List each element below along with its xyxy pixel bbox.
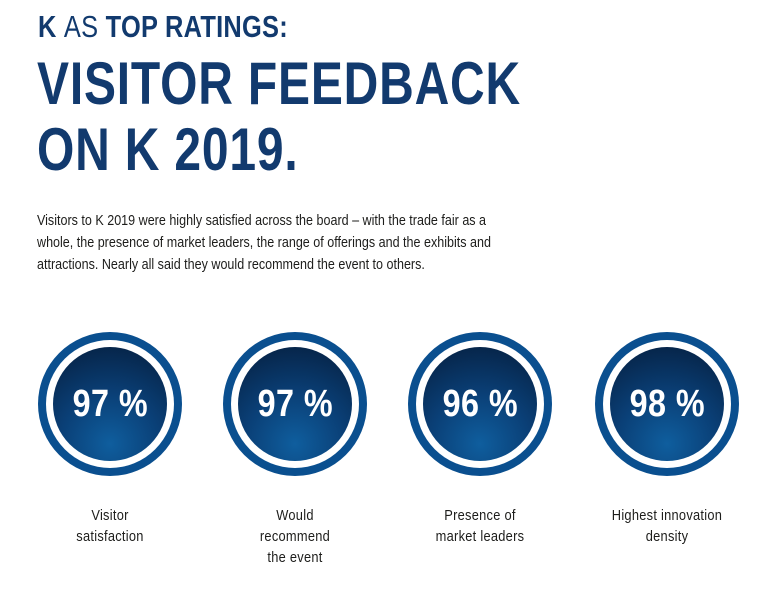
- intro-line-1: Visitors to K 2019 were highly satisfied…: [37, 213, 487, 229]
- stat-label-line: the event: [267, 550, 323, 566]
- kicker-bold-top-ratings: TOP RATINGS:: [105, 9, 288, 44]
- stat-value: 98 %: [629, 382, 705, 425]
- stat-ring: 97 %: [38, 332, 182, 476]
- headline-line-2: ON K 2019.: [37, 116, 299, 183]
- stat-disc: 97 %: [53, 347, 167, 461]
- kicker-title: K AS TOP RATINGS:: [38, 10, 288, 44]
- intro-line-3: attractions. Nearly all said they would …: [37, 257, 425, 273]
- intro-line-2: whole, the presence of market leaders, t…: [37, 235, 491, 251]
- kicker-light-as: AS: [63, 9, 99, 44]
- stat-label-line: Would: [276, 508, 314, 524]
- headline-line-1: VISITOR FEEDBACK: [37, 50, 521, 117]
- stat-market-leaders: 96 % Presence of market leaders: [390, 332, 570, 548]
- stat-ring: 97 %: [223, 332, 367, 476]
- stat-label: Presence of market leaders: [401, 506, 559, 548]
- stat-disc: 96 %: [423, 347, 537, 461]
- stat-ring: 98 %: [595, 332, 739, 476]
- stat-value: 97 %: [257, 382, 333, 425]
- intro-paragraph: Visitors to K 2019 were highly satisfied…: [37, 210, 656, 276]
- stat-label-line: satisfaction: [76, 529, 144, 545]
- stat-label-line: Highest innovation: [611, 508, 723, 524]
- stat-label: Visitor satisfaction: [31, 506, 189, 548]
- stat-innovation-density: 98 % Highest innovation density: [577, 332, 757, 548]
- stat-would-recommend: 97 % Would recommend the event: [205, 332, 385, 569]
- stat-ring: 96 %: [408, 332, 552, 476]
- stat-label-line: Presence of: [444, 508, 516, 524]
- stat-label-line: recommend: [259, 529, 331, 545]
- stat-label-line: market leaders: [435, 529, 525, 545]
- kicker-bold-k: K: [38, 9, 57, 44]
- stat-label: Would recommend the event: [216, 506, 374, 569]
- stat-disc: 98 %: [610, 347, 724, 461]
- stat-value: 97 %: [72, 382, 148, 425]
- page-headline: VISITOR FEEDBACK ON K 2019.: [37, 51, 521, 183]
- stat-label: Highest innovation density: [588, 506, 746, 548]
- stat-value: 96 %: [442, 382, 518, 425]
- stat-label-line: density: [645, 529, 689, 545]
- stat-label-line: Visitor: [91, 508, 129, 524]
- stat-visitor-satisfaction: 97 % Visitor satisfaction: [20, 332, 200, 548]
- stat-disc: 97 %: [238, 347, 352, 461]
